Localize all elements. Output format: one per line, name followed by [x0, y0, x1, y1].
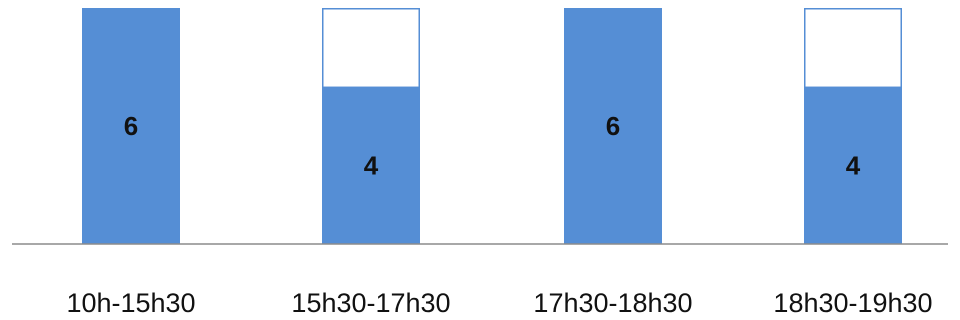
bar-filled-2 [322, 86, 420, 245]
data-labels-group: 6 4 6 4 [124, 111, 861, 180]
x-tick-label-2: 15h30-17h30 [291, 288, 450, 318]
bars-group [82, 8, 902, 245]
bar-filled-4 [804, 86, 902, 245]
x-tick-label-1: 10h-15h30 [66, 288, 195, 318]
data-label-4: 4 [846, 150, 861, 180]
bar-filled-1 [82, 8, 180, 244]
x-tick-label-4: 18h30-19h30 [773, 288, 932, 318]
x-tick-label-3: 17h30-18h30 [533, 288, 692, 318]
bar-empty-4 [804, 8, 902, 89]
data-label-2: 4 [364, 150, 379, 180]
tick-labels-group: 10h-15h30 15h30-17h30 17h30-18h30 18h30-19h… [66, 288, 932, 318]
data-label-3: 6 [606, 111, 620, 141]
bar-filled-3 [564, 8, 662, 244]
bar-empty-2 [322, 8, 420, 89]
data-label-1: 6 [124, 111, 138, 141]
